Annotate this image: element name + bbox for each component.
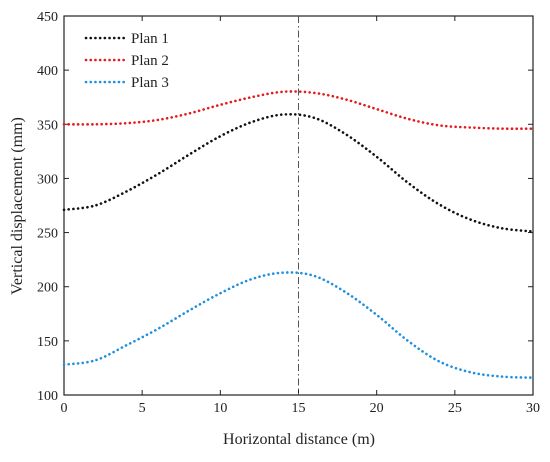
legend: Plan 1 Plan 2 Plan 3 [84,31,169,91]
y-tick-label: 250 [37,227,58,242]
y-axis-label: Vertical displacement (mm) [9,117,26,295]
y-tick-label: 350 [37,118,58,133]
x-tick-label: 15 [292,401,306,416]
y-tick-label: 400 [37,64,58,79]
y-tick-label: 150 [37,335,58,350]
legend-label-plan-1: Plan 1 [131,31,169,47]
x-axis-label: Horizontal distance (m) [223,431,375,448]
x-tick-label: 20 [370,401,384,416]
y-tick-label: 300 [37,172,58,187]
x-tick-label: 30 [526,401,540,416]
x-tick-label: 25 [448,401,462,416]
x-tick-label: 10 [213,401,227,416]
axes: 0 5 10 15 20 25 30 100 150 200 250 300 350 400 450 [37,10,540,416]
series-line-plan-1 [62,112,535,233]
series-line-plan-2 [62,90,535,130]
x-tick-label: 5 [139,401,146,416]
legend-label-plan-2: Plan 2 [131,53,169,69]
y-tick-label: 450 [37,10,58,25]
series-group [62,90,535,379]
legend-label-plan-3: Plan 3 [131,75,169,91]
y-tick-label: 200 [37,281,58,296]
x-tick-label: 0 [61,401,68,416]
series-line-plan-3 [62,271,535,379]
y-tick-label: 100 [37,389,58,404]
